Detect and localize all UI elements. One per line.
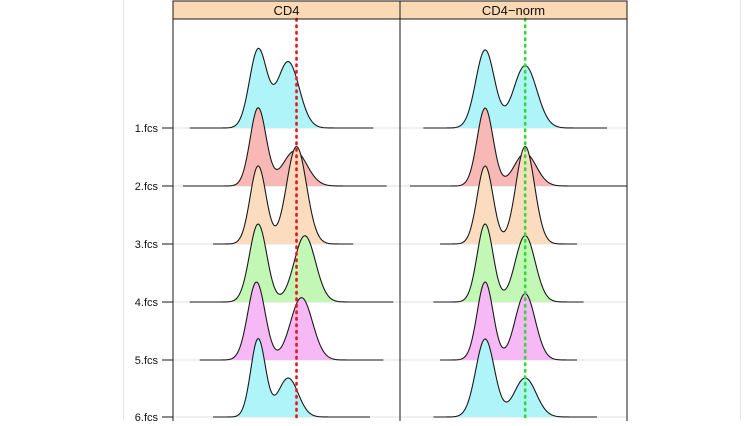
density-fill-3-fcs [213,146,354,244]
panel-title: CD4 [273,3,299,18]
right-frame-edge [740,0,741,421]
ridges [183,47,394,418]
density-fill-4-fcs [189,224,394,302]
sample-label: 2.fcs [135,181,159,193]
sample-label: 3.fcs [135,239,159,251]
panels-layer: CD4 CD4−norm [172,0,628,423]
panel-cd4-norm: CD4−norm [399,0,628,423]
density-fill-2-fcs [183,107,387,186]
density-fill-5-fcs [440,282,577,360]
density-curve-4-fcs [433,223,584,303]
panel-cd4: CD4 [172,0,401,423]
panel-title: CD4−norm [482,3,545,18]
density-curve-5-fcs [199,281,384,361]
density-fill-4-fcs [433,223,584,302]
sample-label: 1.fcs [135,123,159,135]
density-curve-3-fcs [440,146,577,245]
density-fill-3-fcs [440,146,577,244]
density-curve-4-fcs [189,223,394,303]
density-curve-1-fcs [423,49,607,129]
sample-label: 5.fcs [135,355,159,367]
density-curve-1-fcs [189,47,374,129]
left-frame-edge [123,0,124,421]
sample-labels: 1.fcs 2.fcs 3.fcs 4.fcs 5.fcs 6.fcs [135,123,173,424]
density-fill-1-fcs [189,48,374,129]
sample-label: 6.fcs [135,412,159,421]
density-curve-6-fcs [213,337,370,418]
density-curve-6-fcs [433,338,597,418]
density-curve-5-fcs [440,281,577,361]
density-curve-2-fcs [410,107,627,187]
density-fill-6-fcs [433,339,597,417]
ridges [410,49,627,418]
density-curve-3-fcs [213,145,354,245]
density-fill-6-fcs [213,338,370,417]
density-fill-5-fcs [199,282,384,360]
density-curve-2-fcs [183,106,387,187]
sample-label: 4.fcs [135,297,159,309]
density-fill-1-fcs [423,49,607,128]
